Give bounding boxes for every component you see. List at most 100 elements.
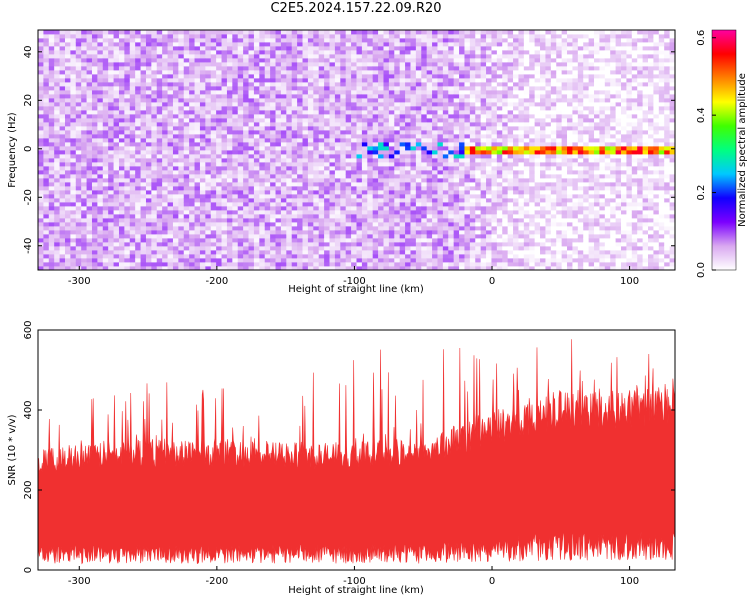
heatmap-cell — [280, 198, 287, 203]
heatmap-cell — [307, 166, 314, 171]
heatmap-cell — [145, 162, 152, 167]
heatmap-cell — [43, 266, 50, 270]
heatmap-cell — [291, 266, 298, 270]
heatmap-cell — [286, 126, 293, 131]
heatmap-cell — [118, 266, 125, 270]
heatmap-cell — [329, 110, 336, 115]
heatmap-cell — [307, 150, 314, 155]
heatmap-cell — [410, 258, 417, 263]
heatmap-cell — [91, 42, 98, 47]
heatmap-cell — [459, 178, 465, 183]
heatmap-cell — [172, 254, 179, 259]
heatmap-cell — [459, 98, 465, 103]
heatmap-cell — [156, 186, 163, 191]
heatmap-cell — [442, 226, 449, 231]
heatmap-cell — [210, 246, 217, 251]
heatmap-cell — [313, 98, 320, 103]
heatmap-cell — [216, 66, 222, 71]
heatmap-cell — [167, 102, 174, 107]
heatmap-cell — [135, 62, 141, 67]
heatmap-cell — [232, 66, 239, 71]
heatmap-cell — [421, 34, 428, 39]
heatmap-cell — [81, 54, 87, 59]
heatmap-cell — [178, 266, 185, 270]
heatmap-cell — [189, 134, 195, 139]
heatmap-cell — [329, 98, 336, 103]
heatmap-cell — [410, 102, 417, 107]
heatmap-cell — [162, 118, 168, 123]
heatmap-cell — [270, 154, 276, 159]
heatmap-cell — [135, 170, 141, 175]
heatmap-cell — [437, 182, 444, 187]
heatmap-cell — [140, 222, 147, 227]
heatmap-cell — [378, 206, 384, 211]
heatmap-cell — [248, 166, 255, 171]
heatmap-cell — [145, 242, 152, 247]
heatmap-cell — [421, 218, 428, 223]
heatmap-cell — [437, 222, 444, 227]
heatmap-cell — [129, 58, 136, 63]
heatmap-cell — [210, 222, 217, 227]
heatmap-cell — [297, 74, 303, 79]
heatmap-cell — [162, 38, 168, 43]
heatmap-cell — [275, 126, 282, 131]
heatmap-cell — [334, 150, 341, 155]
heatmap-cell — [334, 258, 341, 263]
heatmap-cell — [156, 242, 163, 247]
heatmap-cell — [302, 230, 309, 235]
heatmap-cell — [75, 74, 82, 79]
heatmap-cell — [437, 210, 444, 215]
heatmap-cell — [410, 250, 417, 255]
heatmap-cell — [318, 94, 325, 99]
heatmap-cell — [334, 226, 341, 231]
heatmap-cell — [426, 34, 433, 39]
heatmap-cell — [459, 170, 465, 175]
heatmap-cell — [297, 78, 303, 83]
heatmap-cell — [108, 206, 114, 211]
heatmap-cell — [167, 214, 174, 219]
heatmap-cell — [275, 74, 282, 79]
heatmap-cell — [162, 210, 168, 215]
heatmap-cell — [232, 242, 239, 247]
heatmap-cell — [448, 150, 455, 155]
heatmap-cell — [108, 122, 114, 127]
heatmap-cell — [318, 90, 325, 95]
heatmap-cell — [216, 62, 222, 67]
heatmap-cell — [297, 138, 303, 143]
heatmap-cell — [475, 54, 482, 59]
heatmap-cell — [205, 98, 212, 103]
heatmap-cell — [383, 234, 390, 239]
heatmap-cell — [361, 218, 368, 223]
heatmap-cell — [426, 158, 433, 163]
heatmap-cell — [270, 238, 276, 243]
heatmap-cell — [264, 122, 271, 127]
heatmap-cell — [118, 154, 125, 159]
heatmap-cell — [399, 86, 406, 91]
heatmap-cell — [205, 122, 212, 127]
heatmap-cell — [75, 182, 82, 187]
heatmap-cell — [394, 30, 401, 35]
heatmap-cell — [469, 154, 476, 159]
heatmap-cell — [140, 254, 147, 259]
heatmap-cell — [361, 210, 368, 215]
heatmap-cell — [248, 186, 255, 191]
heatmap-cell — [64, 238, 71, 243]
heatmap-cell — [221, 222, 228, 227]
heatmap-cell — [199, 174, 206, 179]
heatmap-cell — [280, 202, 287, 207]
heatmap-cell — [340, 266, 347, 270]
heatmap-cell — [275, 162, 282, 167]
heatmap-cell — [221, 102, 228, 107]
heatmap-cell — [189, 114, 195, 119]
heatmap-cell — [232, 30, 239, 35]
heatmap-cell — [356, 158, 363, 163]
heatmap-cell — [442, 210, 449, 215]
heatmap-cell — [162, 54, 168, 59]
heatmap-cell — [432, 166, 438, 171]
heatmap-cell — [280, 106, 287, 111]
heatmap-cell — [426, 106, 433, 111]
heatmap-cell — [313, 58, 320, 63]
heatmap-cell — [372, 50, 379, 55]
heatmap-cell — [437, 66, 444, 71]
heatmap-cell — [232, 86, 239, 91]
